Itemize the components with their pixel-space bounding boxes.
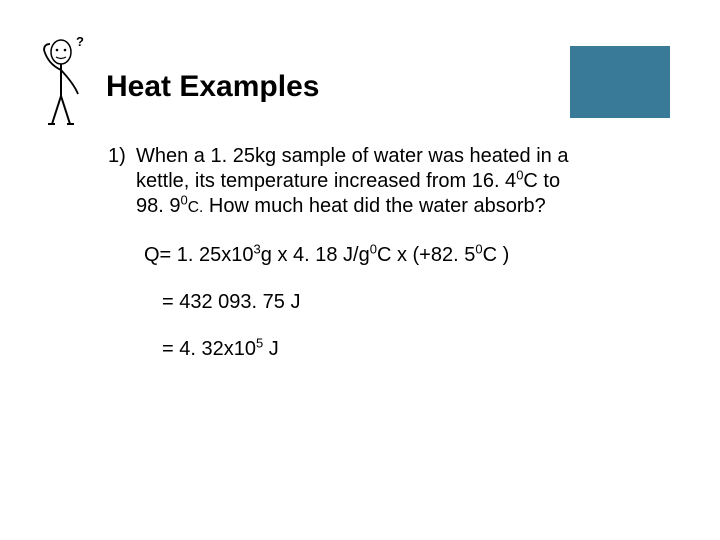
confused-figure-icon: ? — [34, 34, 88, 128]
eq-exp2: 0 — [370, 241, 377, 256]
question-text: When a 1. 25kg sample of water was heate… — [136, 144, 596, 219]
q-line2b: C to — [523, 170, 560, 192]
solution-block: Q= 1. 25x103g x 4. 18 J/g0C x (+82. 50C … — [144, 243, 640, 362]
slide-title: Heat Examples — [106, 70, 319, 104]
q-line3c: How much heat did the water absorb? — [203, 195, 545, 217]
q-line3-sup: 0 — [180, 192, 187, 207]
question-number: 1) — [108, 144, 136, 169]
eq-a: Q= 1. 25x10 — [144, 244, 254, 266]
step-3: = 4. 32x105 J — [162, 337, 640, 362]
q-line3a: 98. 9 — [136, 195, 180, 217]
q-line3b: C. — [188, 199, 204, 216]
q-line2a: kettle, its temperature increased from 1… — [136, 170, 516, 192]
s3b: J — [263, 338, 279, 360]
eq-exp3: 0 — [475, 241, 482, 256]
q-line1: When a 1. 25kg sample of water was heate… — [136, 145, 568, 167]
eq-c: C x (+82. 5 — [377, 244, 475, 266]
svg-text:?: ? — [76, 34, 84, 49]
eq-exp1: 3 — [254, 241, 261, 256]
accent-box — [570, 46, 670, 118]
equation-line: Q= 1. 25x103g x 4. 18 J/g0C x (+82. 50C … — [144, 243, 640, 268]
eq-b: g x 4. 18 J/g — [261, 244, 370, 266]
eq-d: C ) — [483, 244, 510, 266]
question-block: 1)When a 1. 25kg sample of water was hea… — [108, 144, 640, 219]
s3a: = 4. 32x10 — [162, 338, 256, 360]
slide-content: 1)When a 1. 25kg sample of water was hea… — [108, 144, 640, 362]
step-2: = 432 093. 75 J — [162, 290, 640, 315]
